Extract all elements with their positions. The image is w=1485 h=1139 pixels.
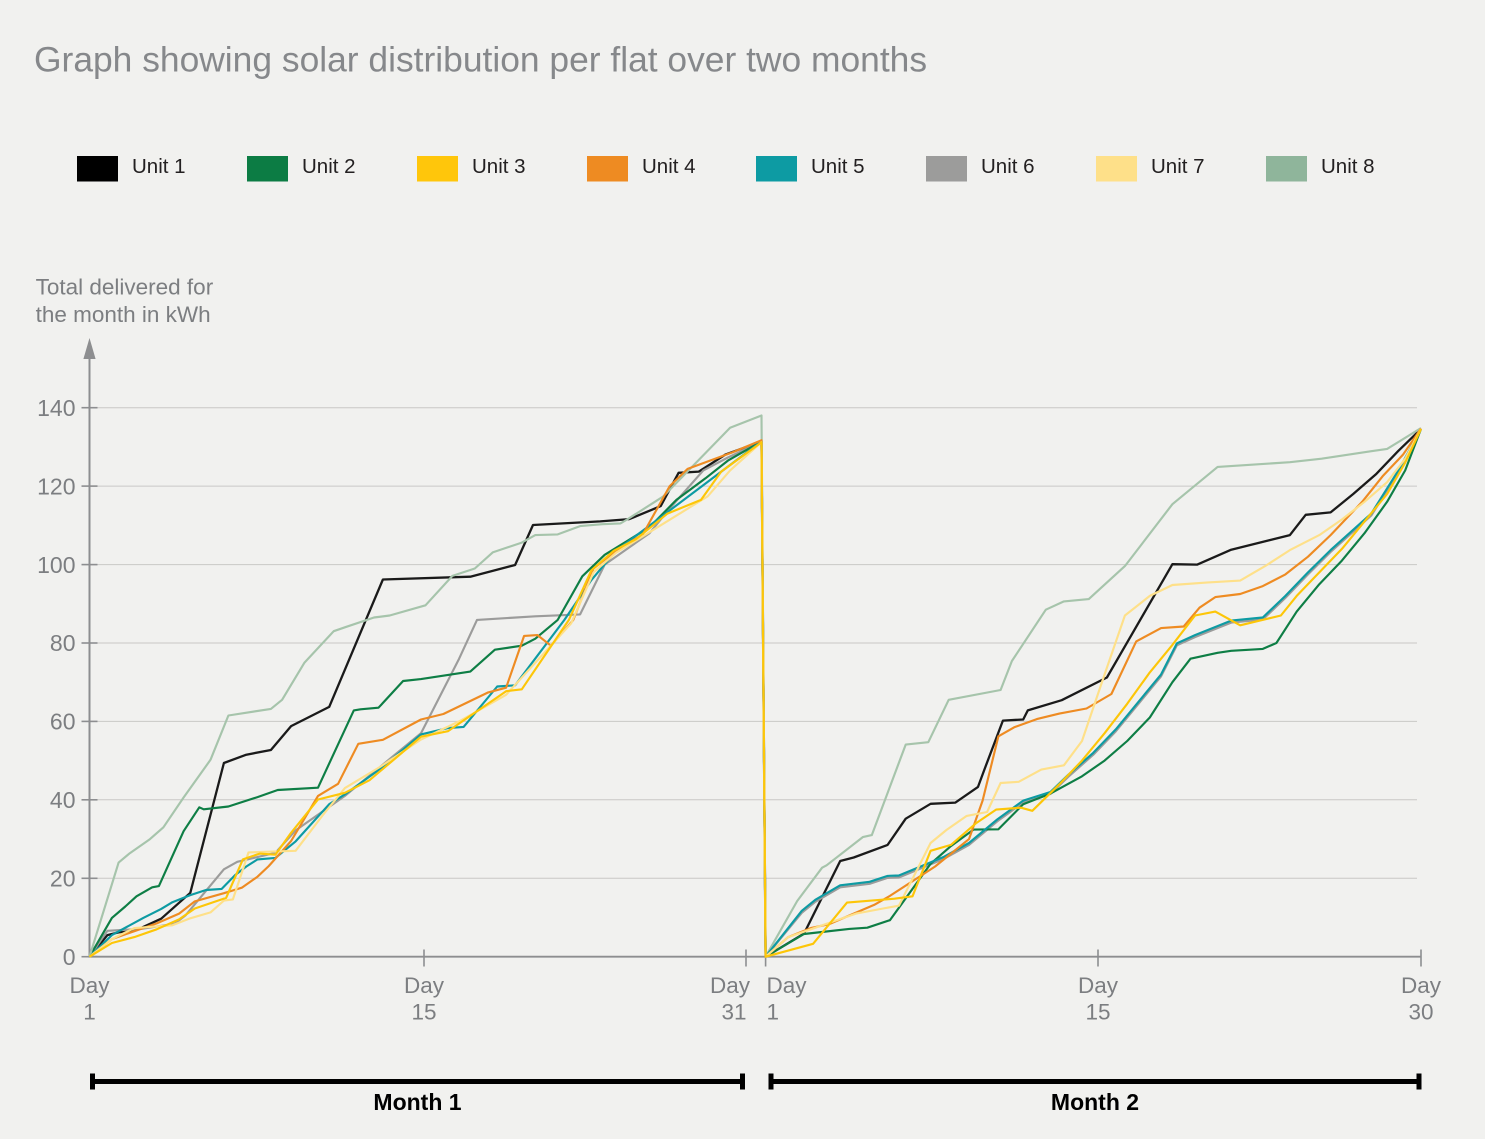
svg-text:31: 31	[721, 1000, 746, 1025]
svg-text:140: 140	[37, 395, 75, 421]
svg-text:80: 80	[50, 630, 76, 656]
svg-text:1: 1	[83, 1000, 96, 1025]
svg-text:Day: Day	[1401, 973, 1442, 998]
svg-text:Unit 5: Unit 5	[811, 155, 865, 178]
svg-text:Month 2: Month 2	[1051, 1089, 1139, 1115]
svg-text:30: 30	[1408, 1000, 1433, 1025]
svg-text:40: 40	[50, 787, 76, 813]
svg-text:Unit 1: Unit 1	[132, 155, 186, 178]
svg-text:Unit 2: Unit 2	[302, 155, 356, 178]
svg-text:1: 1	[767, 1000, 780, 1025]
svg-text:0: 0	[63, 944, 76, 970]
svg-text:Month 1: Month 1	[373, 1089, 461, 1115]
svg-text:Day: Day	[404, 973, 445, 998]
svg-text:Unit 6: Unit 6	[981, 155, 1035, 178]
svg-text:60: 60	[50, 709, 76, 735]
svg-text:Day: Day	[767, 973, 808, 998]
svg-text:20: 20	[50, 866, 76, 892]
svg-text:Day: Day	[710, 973, 751, 998]
svg-text:the month in kWh: the month in kWh	[36, 302, 211, 327]
svg-text:Graph showing solar distributi: Graph showing solar distribution per fla…	[34, 40, 927, 80]
svg-text:Unit 3: Unit 3	[472, 155, 526, 178]
svg-text:15: 15	[411, 1000, 436, 1025]
svg-text:100: 100	[37, 552, 75, 578]
svg-text:Unit 4: Unit 4	[642, 155, 696, 178]
svg-text:Day: Day	[69, 973, 110, 998]
svg-text:Day: Day	[1078, 973, 1119, 998]
svg-text:Total delivered for: Total delivered for	[36, 275, 214, 300]
svg-text:15: 15	[1085, 1000, 1110, 1025]
svg-text:120: 120	[37, 473, 75, 499]
svg-text:Unit 8: Unit 8	[1321, 155, 1375, 178]
svg-text:Unit 7: Unit 7	[1151, 155, 1205, 178]
